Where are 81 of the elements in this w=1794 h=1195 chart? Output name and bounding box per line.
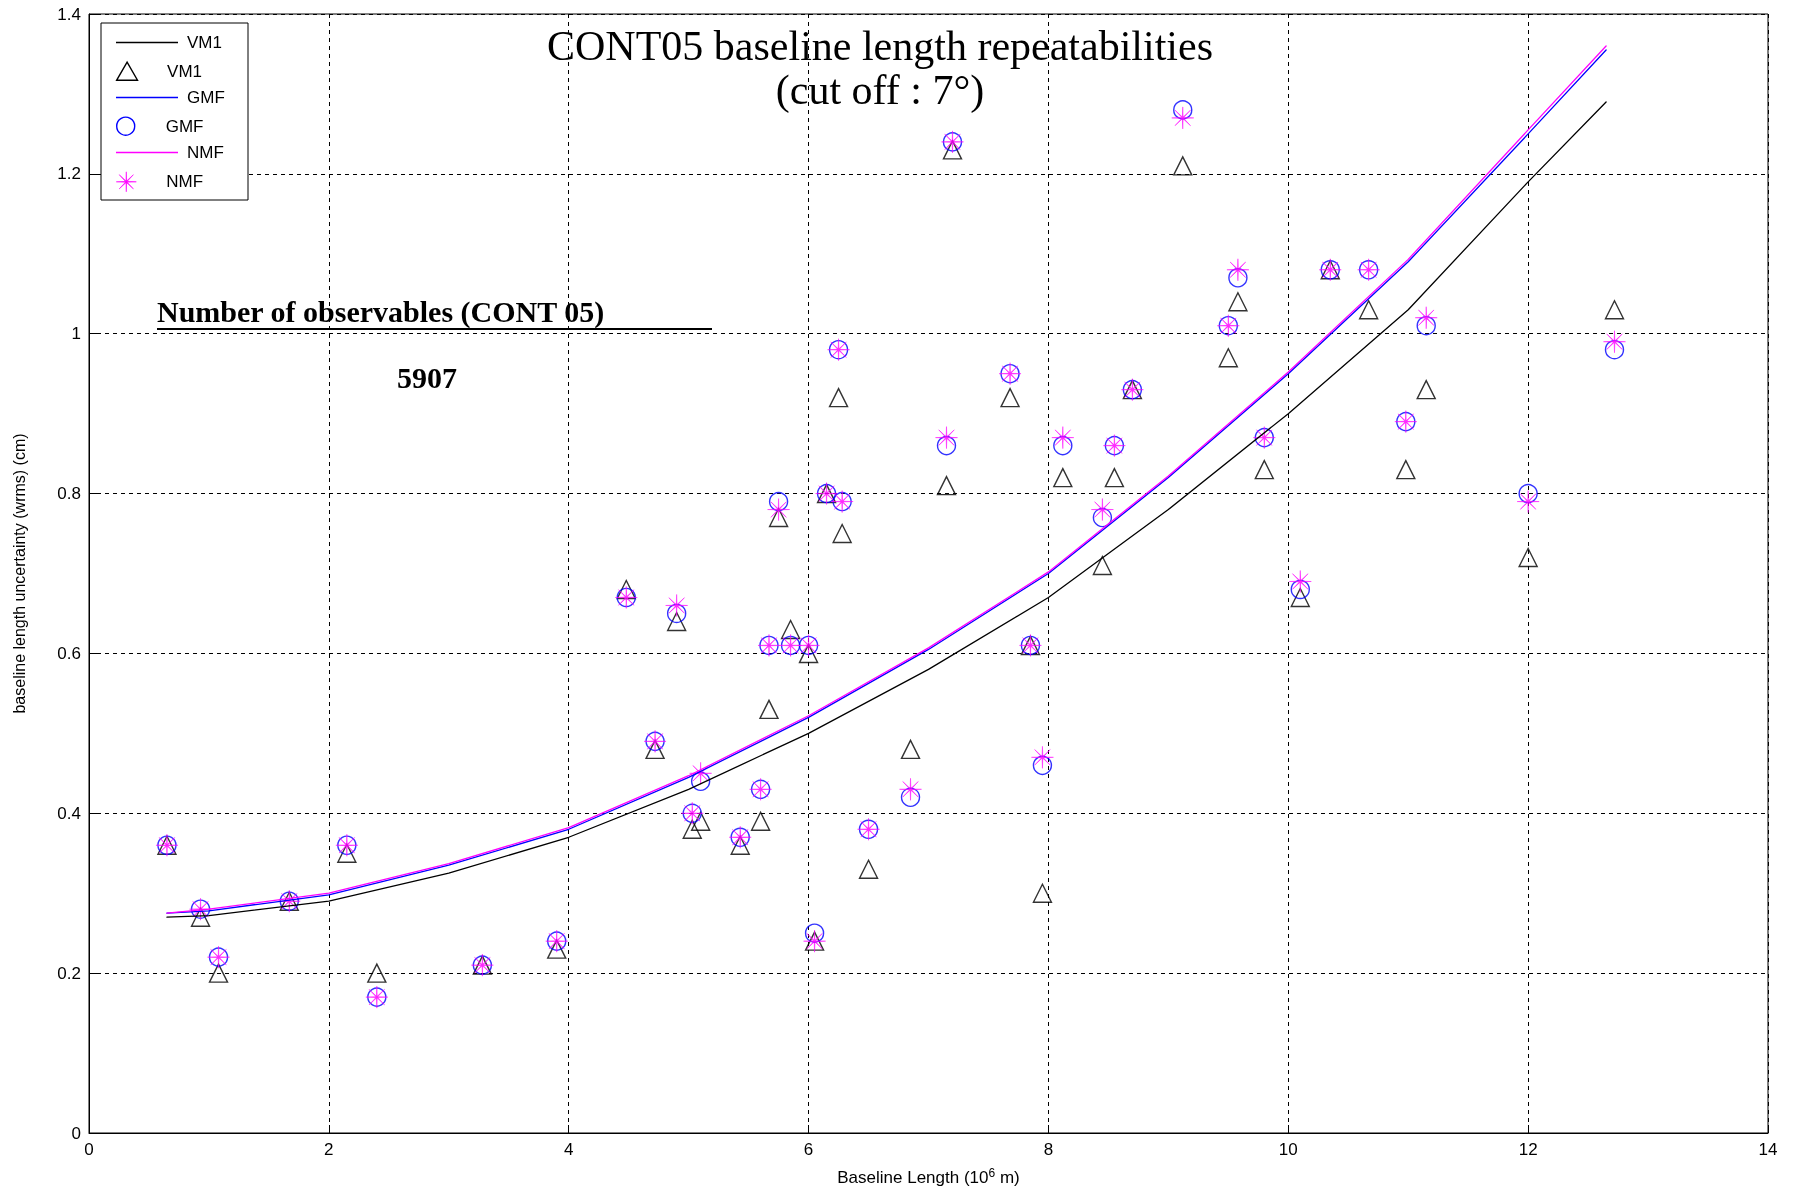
point (1358, 300, 1379, 320)
point (1000, 387, 1020, 408)
point (1032, 755, 1053, 776)
point (804, 923, 825, 943)
y-tick-label: 0.8 (57, 484, 81, 504)
point (899, 778, 922, 801)
y-tick-label: 1 (71, 324, 81, 344)
point (1416, 379, 1436, 400)
point (1173, 156, 1193, 176)
point (665, 594, 688, 617)
point (1226, 258, 1250, 282)
point (666, 611, 687, 632)
y-axis-title: baseline length uncertainty (wrms) (cm) (10, 433, 28, 714)
point (1396, 459, 1416, 480)
x-tick-label: 8 (1043, 1140, 1054, 1159)
y-tick-label: 0.4 (57, 803, 81, 823)
point (690, 811, 711, 831)
point (1518, 483, 1538, 504)
point (900, 787, 921, 807)
point (935, 426, 958, 449)
point (1228, 268, 1248, 288)
point (1516, 490, 1540, 513)
legend-label: VM1 (187, 33, 222, 52)
point (666, 603, 687, 624)
x-tick-label: 12 (1518, 1140, 1538, 1159)
point (936, 435, 957, 456)
point (1173, 100, 1193, 120)
point (780, 619, 801, 640)
x-tick-label: 6 (803, 1140, 814, 1159)
y-tick-label: 0.2 (57, 963, 81, 983)
point (900, 739, 921, 760)
point (767, 498, 790, 521)
legend-label: GMF (165, 116, 204, 136)
point (1254, 459, 1274, 480)
point (1218, 347, 1239, 368)
point (1032, 883, 1053, 903)
legend-label: VM1 (167, 61, 203, 81)
point (1603, 330, 1626, 354)
point (367, 963, 387, 983)
point (1053, 467, 1073, 488)
legend-label: NMF (166, 172, 204, 192)
y-tick-label: 1.2 (57, 164, 81, 184)
annotation: Number of observables (CONT 05) (157, 294, 605, 329)
point (1092, 507, 1113, 528)
x-tick-label: 2 (324, 1140, 334, 1159)
point (1604, 340, 1625, 360)
point (1414, 306, 1438, 330)
point (858, 859, 879, 879)
point (690, 771, 711, 792)
point (828, 387, 849, 408)
y-tick-label: 0 (71, 1123, 81, 1143)
point (750, 811, 771, 831)
point (759, 699, 779, 720)
legend-label: NMF (187, 143, 224, 162)
point (768, 491, 789, 512)
point (1228, 292, 1248, 312)
point (1092, 555, 1113, 576)
point (1051, 426, 1075, 449)
x-tick-label: 10 (1278, 1140, 1298, 1159)
point (1518, 547, 1538, 568)
point (832, 523, 852, 544)
point (616, 579, 636, 600)
chart-title: CONT05 baseline length repeatabilities (547, 23, 1213, 69)
x-tick-label: 14 (1758, 1140, 1778, 1159)
x-tick-label: 4 (563, 1140, 574, 1159)
point (936, 475, 957, 496)
point (1031, 746, 1054, 769)
y-tick-label: 0.6 (57, 643, 81, 663)
point (1171, 106, 1195, 130)
point (1288, 570, 1312, 593)
point (1104, 467, 1125, 488)
point (1416, 316, 1436, 336)
point (1053, 435, 1073, 456)
x-tick-label: 0 (84, 1140, 94, 1159)
point (1290, 587, 1310, 608)
annotation: 5907 (397, 360, 457, 394)
point (1604, 300, 1625, 320)
y-tick-label: 1.4 (57, 4, 81, 24)
point (1290, 579, 1310, 600)
legend-label: GMF (187, 88, 225, 107)
point (1091, 498, 1114, 521)
